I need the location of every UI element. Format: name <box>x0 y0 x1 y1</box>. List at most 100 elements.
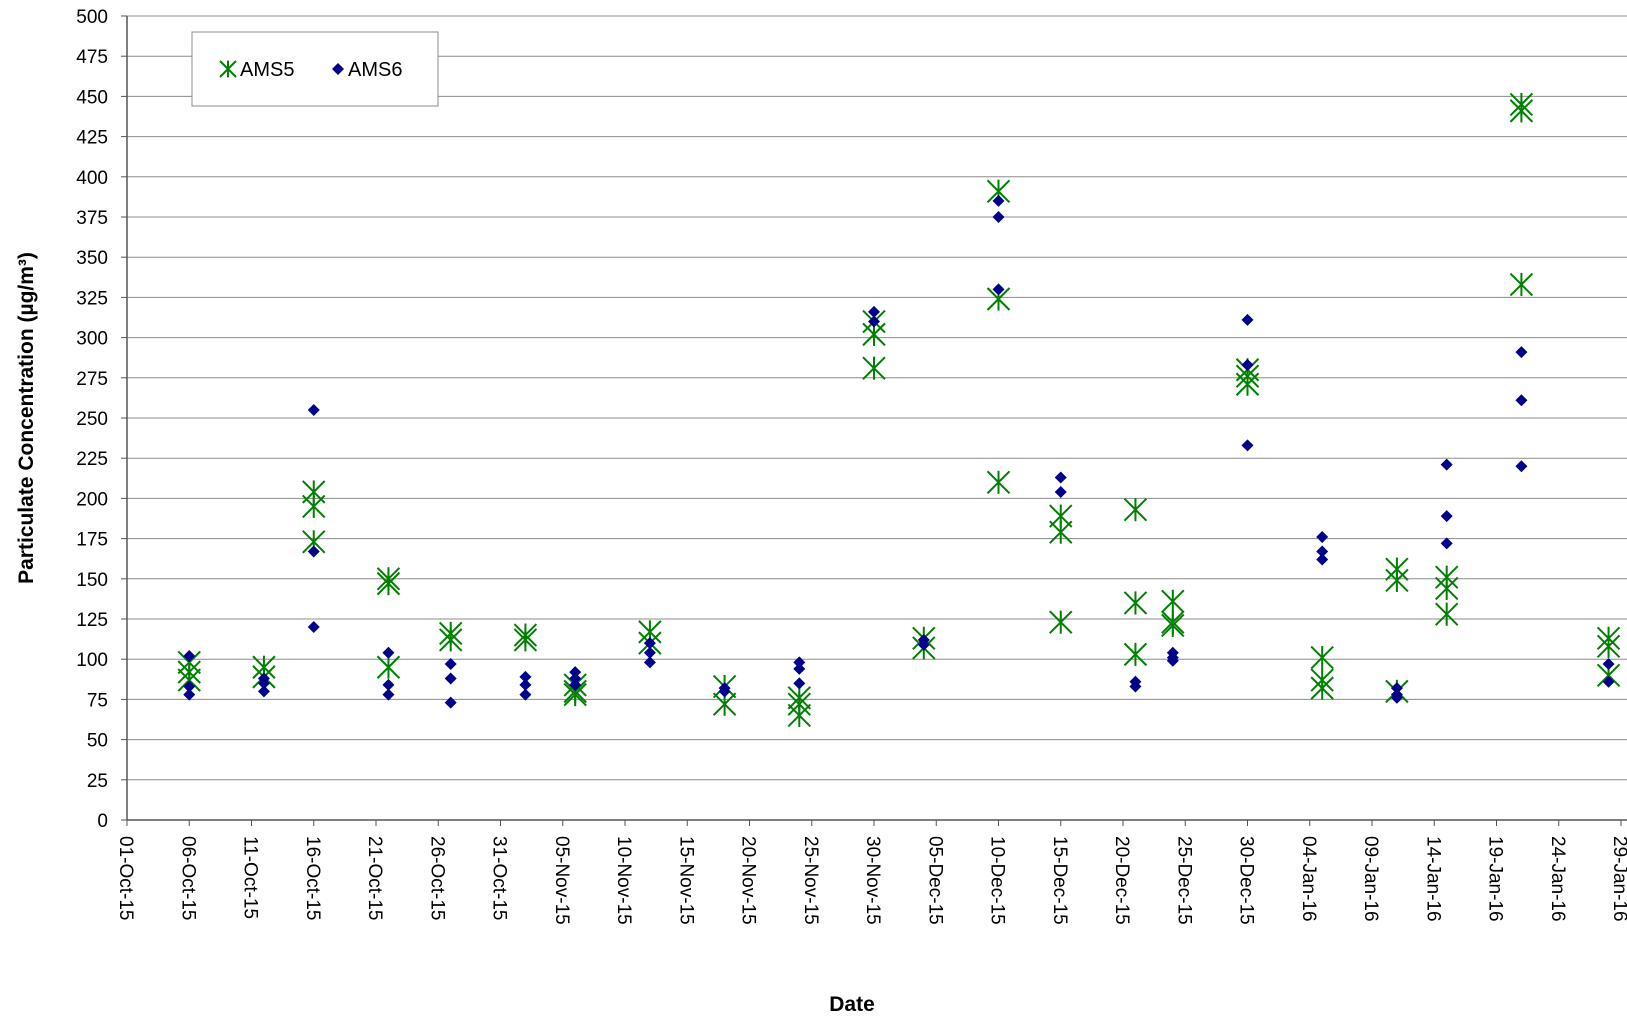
data-point-ams6 <box>917 638 930 651</box>
data-point-ams6 <box>1054 471 1067 484</box>
y-tick-label: 175 <box>76 530 108 551</box>
y-tick-label: 125 <box>76 610 108 631</box>
data-point-ams6 <box>444 696 457 709</box>
x-tick-label: 11-Oct-15 <box>240 836 261 919</box>
x-tick-label: 19-Jan-16 <box>1485 836 1506 922</box>
x-tick-label: 25-Nov-15 <box>800 836 821 925</box>
data-point-ams6 <box>793 677 806 690</box>
data-point-ams5 <box>1123 642 1148 667</box>
data-point-ams5 <box>1161 589 1185 614</box>
x-tick-label: 15-Dec-15 <box>1049 836 1070 925</box>
data-point-ams5 <box>787 703 812 728</box>
data-point-ams6 <box>519 688 532 701</box>
data-point-ams5 <box>1596 634 1621 659</box>
y-tick-label: 350 <box>76 248 108 269</box>
y-tick-label: 375 <box>76 208 108 229</box>
x-tick-label: 04-Jan-16 <box>1298 836 1319 922</box>
data-point-ams6 <box>1390 691 1403 704</box>
data-point-ams6 <box>793 656 806 669</box>
x-tick-label: 21-Oct-15 <box>364 836 385 920</box>
data-point-ams5 <box>438 628 463 652</box>
data-point-ams5 <box>376 655 401 679</box>
data-point-ams6 <box>569 672 582 685</box>
x-tick-label: 10-Dec-15 <box>987 836 1008 925</box>
data-point-ams5 <box>1310 645 1334 670</box>
data-point-ams5 <box>1161 613 1185 638</box>
y-tick-label: 450 <box>76 87 108 108</box>
data-point-ams5 <box>1049 610 1073 634</box>
data-point-ams6 <box>868 315 880 328</box>
data-point-ams6 <box>1602 675 1615 688</box>
data-point-ams5 <box>1385 568 1409 593</box>
data-point-ams5 <box>1123 497 1148 522</box>
data-point-ams5 <box>376 571 401 596</box>
data-point-ams5 <box>986 470 1011 495</box>
x-tick-label: 06-Oct-15 <box>177 836 198 920</box>
x-tick-label: 29-Jan-16 <box>1609 836 1627 922</box>
data-point-ams5 <box>1434 602 1459 626</box>
data-points <box>177 92 1621 728</box>
data-point-ams6 <box>569 678 582 691</box>
data-point-ams6 <box>519 670 532 683</box>
y-tick-label: 300 <box>76 329 108 350</box>
data-point-ams6 <box>382 688 395 701</box>
data-point-ams6 <box>1129 680 1142 693</box>
y-tick-label: 100 <box>76 650 108 671</box>
data-point-ams6 <box>257 677 270 690</box>
x-tick-label: 05-Nov-15 <box>551 836 572 925</box>
data-point-ams6 <box>992 283 1005 296</box>
data-point-ams6 <box>444 658 457 671</box>
data-point-ams6 <box>1316 545 1329 558</box>
data-point-ams6 <box>1602 658 1615 671</box>
y-tick-label: 50 <box>87 731 108 752</box>
data-point-ams5 <box>1123 591 1148 615</box>
y-axis-title: Particulate Concentration (µg/m³) <box>15 252 38 584</box>
data-point-ams6 <box>183 680 196 693</box>
legend-label-ams5: AMS5 <box>240 59 294 81</box>
data-point-ams6 <box>257 685 270 698</box>
y-tick-label: 200 <box>76 489 108 510</box>
legend-label-ams6: AMS6 <box>348 59 402 81</box>
data-point-ams6 <box>382 678 395 691</box>
data-point-ams6 <box>1440 458 1453 471</box>
data-point-ams6 <box>519 678 532 691</box>
y-tick-label: 500 <box>76 7 108 28</box>
data-point-ams6 <box>1316 553 1329 566</box>
y-tick-label: 425 <box>76 128 108 149</box>
data-point-ams5 <box>1434 576 1459 601</box>
y-tick-label: 275 <box>76 369 108 390</box>
y-tick-label: 250 <box>76 409 108 430</box>
x-tick-label: 30-Dec-15 <box>1236 836 1257 925</box>
data-point-ams6 <box>643 656 656 669</box>
y-tick-label: 400 <box>76 168 108 189</box>
y-tick-label: 150 <box>76 570 108 591</box>
data-point-ams5 <box>862 356 886 380</box>
data-point-ams5 <box>1049 520 1073 544</box>
x-tick-label: 01-Oct-15 <box>115 836 136 920</box>
data-point-ams6 <box>1515 394 1528 407</box>
data-point-ams5 <box>1509 272 1534 297</box>
data-point-ams6 <box>643 637 656 650</box>
data-point-ams6 <box>643 646 656 659</box>
x-tick-label: 26-Oct-15 <box>426 836 447 920</box>
data-point-ams6 <box>992 194 1005 207</box>
x-tick-label: 14-Jan-16 <box>1422 836 1443 922</box>
data-point-ams6 <box>307 403 320 416</box>
data-point-ams6 <box>444 672 457 685</box>
data-point-ams5 <box>1310 676 1334 700</box>
legend-box <box>191 31 439 107</box>
x-tick-label: 30-Nov-15 <box>862 836 883 925</box>
y-tick-label: 225 <box>76 449 108 470</box>
y-axis-ticks: 0 25 50 75 100 125 150 175 200 225 250 275 300 325 350… <box>76 7 127 832</box>
x-tick-label: 16-Oct-15 <box>302 836 323 920</box>
y-tick-label: 0 <box>97 811 108 832</box>
data-point-ams6 <box>183 688 196 701</box>
data-point-ams5 <box>513 628 538 652</box>
data-point-ams6 <box>1515 346 1528 359</box>
data-point-ams6 <box>1440 537 1453 550</box>
y-tick-label: 25 <box>87 771 108 792</box>
data-point-ams6 <box>382 646 395 659</box>
y-tick-label: 75 <box>87 690 108 711</box>
